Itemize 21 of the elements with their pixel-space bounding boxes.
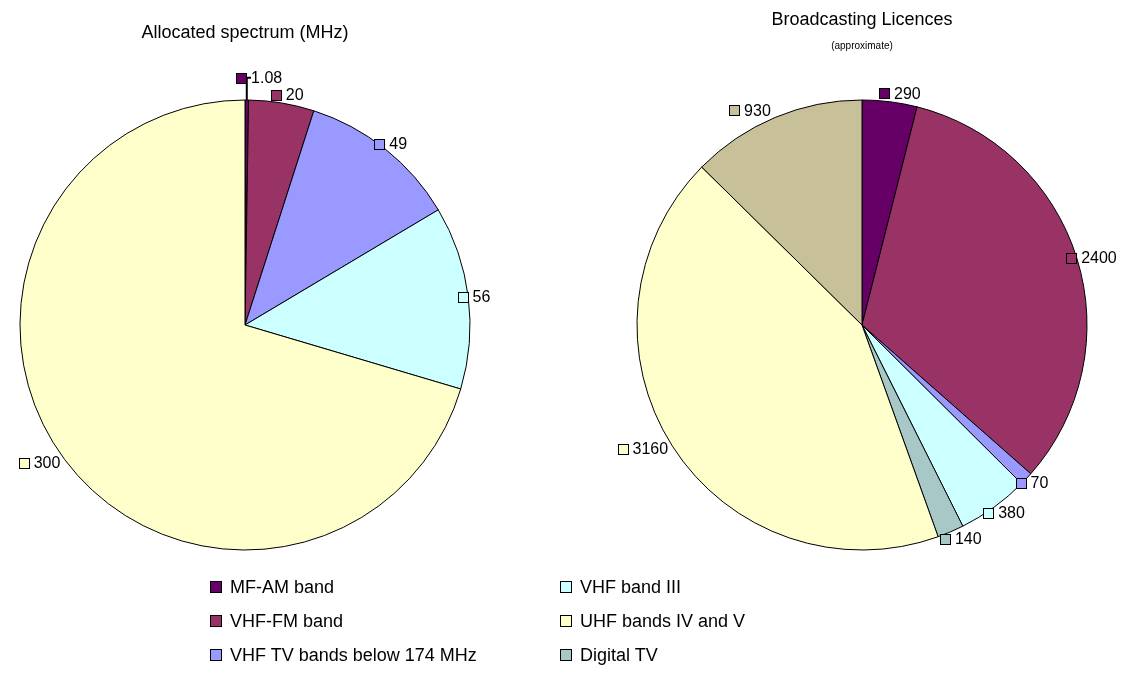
legend-label: VHF TV bands below 174 MHz	[230, 644, 477, 666]
legend-label: MF-AM band	[230, 576, 335, 598]
data-label: 290	[893, 84, 921, 102]
data-label: 300	[33, 454, 61, 472]
chart-title: Broadcasting Licences	[771, 9, 953, 30]
legend-label: VHF-FM band	[230, 610, 344, 632]
data-label: 1.08	[251, 69, 283, 87]
data-label: 56	[472, 288, 491, 306]
data-label: 70	[1030, 474, 1049, 492]
chart-title: Allocated spectrum (MHz)	[141, 21, 349, 42]
data-label: 140	[954, 530, 982, 548]
legend-label: Digital TV	[580, 644, 658, 666]
data-label: 3160	[632, 440, 669, 458]
data-label: 49	[389, 135, 408, 153]
data-label: 930	[744, 101, 771, 119]
data-label: 2400	[1081, 249, 1117, 267]
legend-label: VHF band III	[580, 576, 682, 598]
data-label: 20	[285, 86, 304, 104]
legend-label: UHF bands IV and V	[580, 610, 746, 632]
data-label: 380	[998, 504, 1025, 522]
chart-subtitle: (approximate)	[831, 39, 893, 51]
